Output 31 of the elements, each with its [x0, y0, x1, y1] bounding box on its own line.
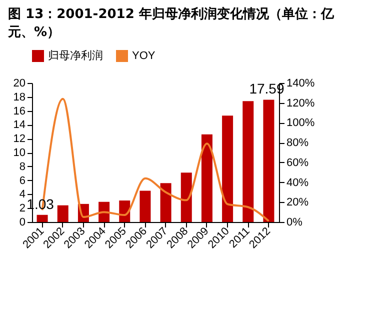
- y2-tick-label: 40%: [286, 176, 309, 189]
- y-tick-label: 10: [13, 147, 26, 159]
- bar: [36, 214, 48, 222]
- y2-tick-label: 60%: [286, 156, 309, 169]
- bar: [140, 190, 151, 222]
- y-tick-label: 4: [19, 188, 26, 201]
- y-tick-label: 0: [19, 216, 26, 228]
- y2-tick-label: 20%: [286, 196, 309, 209]
- y2-tick-label: 100%: [286, 117, 315, 130]
- legend-label: 归母净利润: [48, 49, 103, 62]
- y2-tick-label: 0%: [286, 216, 303, 228]
- legend-label: YOY: [132, 50, 156, 62]
- bar: [222, 116, 234, 222]
- y-tick-label: 20: [13, 78, 26, 90]
- chart-title: 图 13：2001-2012 年归母净利润变化情况（单位：亿元、%）: [7, 6, 335, 42]
- y-tick-label: 12: [13, 133, 26, 146]
- y-tick-label: 16: [13, 105, 26, 118]
- y-tick-label: 2: [19, 202, 26, 215]
- y2-tick-label: 120%: [286, 97, 315, 110]
- y-tick-label: 8: [19, 160, 26, 173]
- y-tick-label: 14: [13, 119, 26, 132]
- bar: [57, 205, 68, 222]
- bar: [180, 172, 192, 222]
- y-tick-label: 18: [13, 91, 26, 104]
- bar: [242, 101, 254, 222]
- y-tick-label: 6: [19, 174, 26, 187]
- bar: [201, 134, 212, 222]
- bar: [263, 100, 274, 222]
- bar: [160, 183, 172, 222]
- y2-tick-label: 80%: [286, 137, 309, 150]
- y2-tick-label: 140%: [286, 78, 315, 90]
